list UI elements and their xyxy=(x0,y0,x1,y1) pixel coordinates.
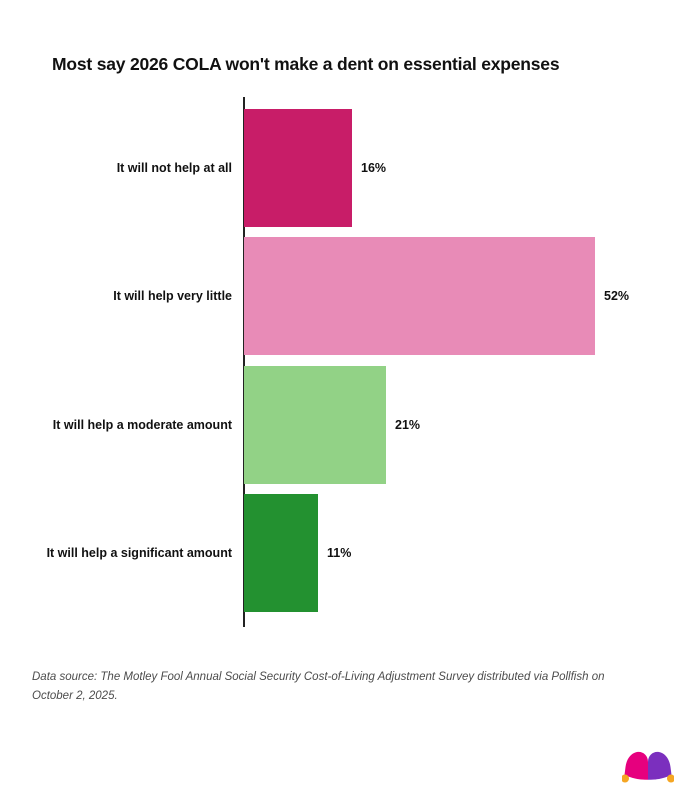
source-note: Data source: The Motley Fool Annual Soci… xyxy=(32,671,605,702)
bar-category-label: It will help a moderate amount xyxy=(52,418,232,432)
chart-title: Most say 2026 COLA won't make a dent on … xyxy=(52,54,560,74)
bar-segment xyxy=(244,109,352,227)
bar-value-label: 16% xyxy=(361,161,387,175)
y-axis-line xyxy=(243,97,245,627)
bar-segment xyxy=(244,366,386,484)
bar-category-label: It will not help at all xyxy=(116,161,232,175)
bar-segment xyxy=(244,494,318,612)
bar-category-label: It will help a significant amount xyxy=(46,546,232,560)
bar-category-label: It will help very little xyxy=(113,289,232,303)
bar-row: It will help a moderate amount 21% xyxy=(0,366,700,484)
bar-value-label: 21% xyxy=(395,418,421,432)
bar-value-label: 11% xyxy=(327,546,352,560)
bar-segment xyxy=(244,237,595,355)
plot-area: It will not help at all 16% It will help… xyxy=(0,97,700,627)
bar-row: It will help a significant amount 11% xyxy=(0,494,700,612)
bar-row: It will help very little 52% xyxy=(0,237,700,355)
motley-fool-jester-cap-logo xyxy=(621,750,675,786)
bar-value-label: 52% xyxy=(604,289,630,303)
bar-row: It will not help at all 16% xyxy=(0,109,700,227)
